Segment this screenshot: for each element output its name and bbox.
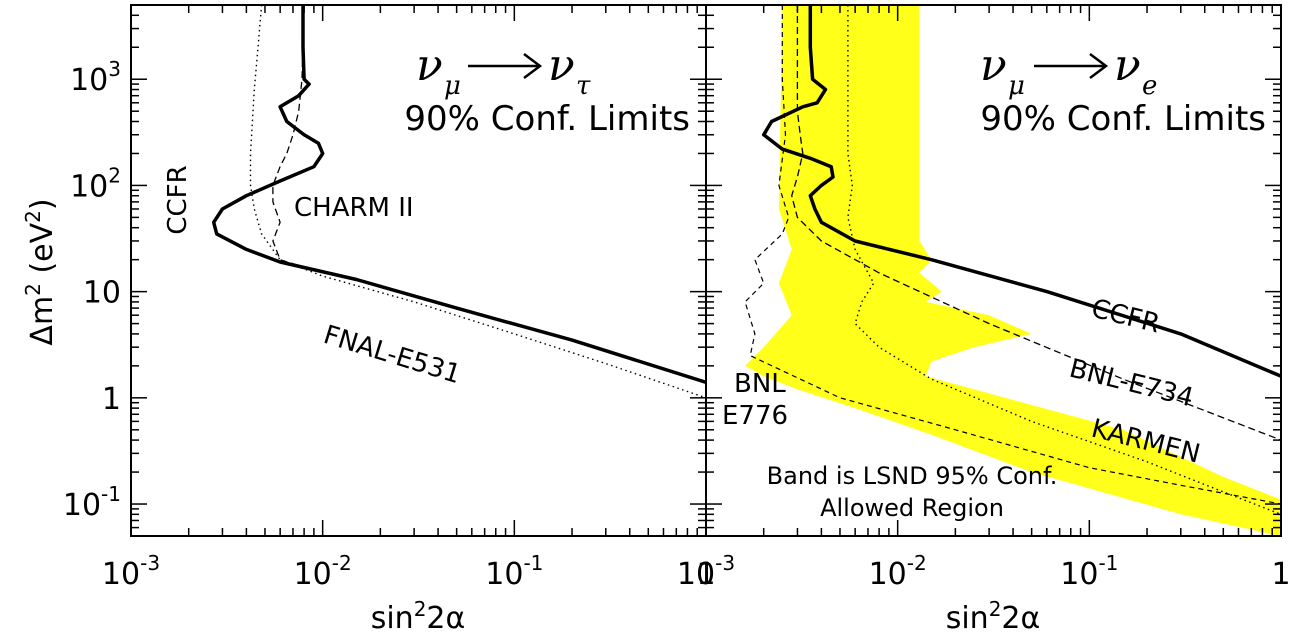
x-tick-label: 10-2: [294, 551, 352, 592]
label-right-bnl776-line1: BNL: [734, 369, 786, 399]
left-title-sub-to: τ: [576, 71, 591, 101]
y-tick-label: 102: [70, 163, 121, 204]
y-tick-label: 10-1: [63, 482, 121, 523]
left-title-nu-from: ν: [416, 40, 443, 91]
right-ccfr-curve: [761, 5, 1281, 378]
right-title-nu-from: ν: [980, 40, 1007, 91]
x-axis-title-left: sin22α: [371, 597, 466, 636]
label-right-ccfr: CCFR: [1088, 294, 1163, 340]
left-panel-title: ν μ ν τ 90% Conf. Limits: [404, 40, 690, 139]
right-title-arrow: [1034, 53, 1109, 79]
right-title-nu-to: ν: [1114, 40, 1141, 91]
right-title-line2: 90% Conf. Limits: [980, 99, 1266, 139]
right-title-sub-to: e: [1142, 71, 1157, 101]
y-tick-label: 103: [70, 57, 121, 98]
label-left-ccfr: CCFR: [163, 165, 193, 234]
y-tick-label: 10: [83, 276, 121, 311]
x-tick-label: 10-1: [1060, 551, 1118, 592]
x-tick-label: 10-3: [102, 551, 160, 592]
right-panel-frame: [705, 4, 1282, 537]
right-bnl-e776-curve: [744, 5, 1281, 505]
label-right-bnl734: BNL-E734: [1066, 354, 1196, 414]
left-ccfr-curve: [211, 5, 706, 384]
label-left-fnal: FNAL-E531: [320, 320, 464, 390]
right-title-sub-from: μ: [1008, 71, 1025, 101]
left-title-nu-to: ν: [548, 40, 575, 91]
y-axis-title: Δm2 (eV2): [21, 198, 60, 345]
label-left-charm: CHARM II: [294, 193, 414, 223]
band-note-line1: Band is LSND 95% Conf.: [767, 462, 1058, 490]
left-title-sub-from: μ: [444, 71, 461, 101]
lsnd-allowed-band: [745, 5, 1281, 536]
left-title-arrow: [468, 53, 543, 79]
y-tick-label: 1: [102, 382, 121, 417]
x-tick-label: 10-2: [869, 551, 927, 592]
left-fnal-e531-curve: [249, 5, 706, 399]
right-panel-title: ν μ ν e 90% Conf. Limits: [980, 40, 1266, 139]
x-axis-title-right: sin22α: [946, 597, 1041, 636]
x-tick-label: 1: [1271, 557, 1290, 592]
right-bnl-e734-curve: [791, 5, 1281, 441]
left-title-line2: 90% Conf. Limits: [404, 99, 690, 139]
x-tick-label: 1: [696, 557, 715, 592]
left-charm-ii-curve: [272, 5, 457, 309]
label-right-bnl776-line2: E776: [722, 401, 788, 431]
x-tick-label: 10-1: [485, 551, 543, 592]
x-tick-label: 10-3: [677, 551, 735, 592]
band-note-line2: Allowed Region: [820, 494, 1004, 522]
